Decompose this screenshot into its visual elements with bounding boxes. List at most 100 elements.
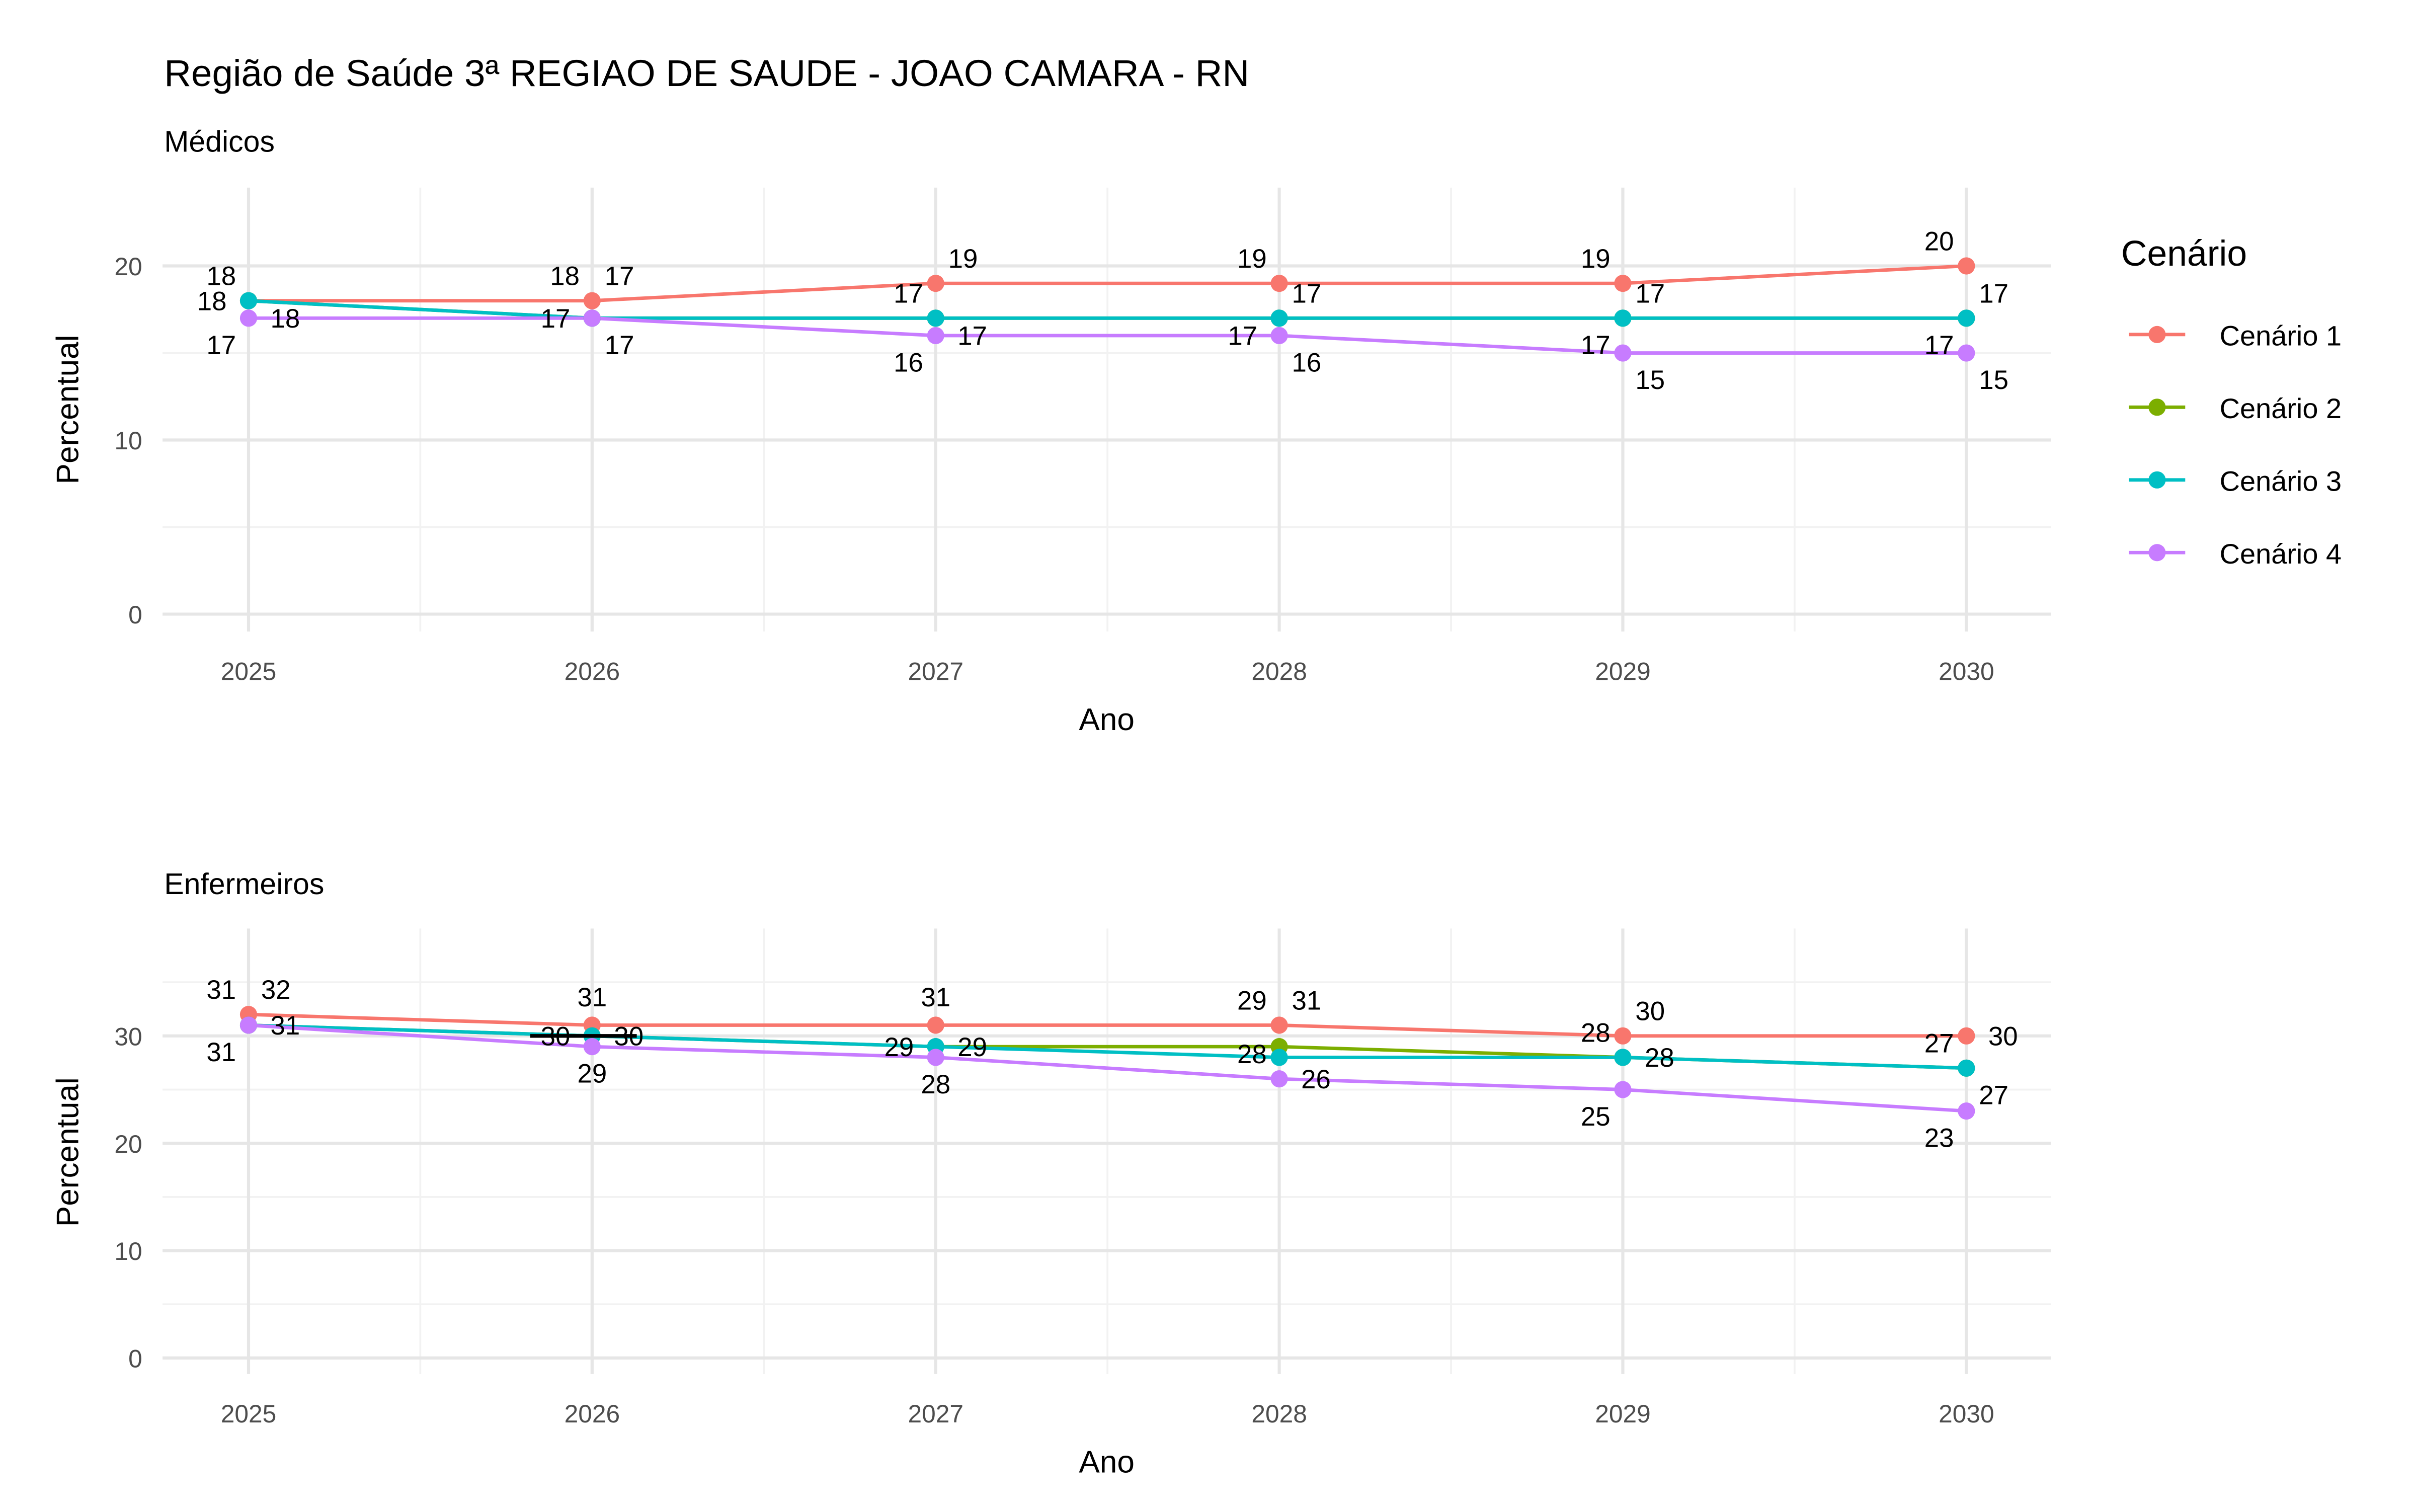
series-point-3 (1270, 1049, 1288, 1066)
x-tick-label: 2026 (565, 657, 620, 685)
data-label: 30 (614, 1021, 643, 1051)
legend-item-label: Cenário 2 (2220, 392, 2342, 424)
data-label: 17 (206, 331, 236, 360)
series-point-3 (239, 292, 258, 309)
x-axis-label: Ano (1079, 1445, 1135, 1480)
data-label: 31 (921, 983, 950, 1012)
data-label: 29 (957, 1032, 987, 1062)
data-label: 31 (1292, 986, 1321, 1015)
y-tick-label: 0 (128, 1345, 142, 1373)
data-label: 17 (1228, 322, 1257, 351)
y-tick-label: 0 (128, 601, 142, 629)
y-tick-label: 10 (114, 1237, 142, 1265)
data-label: 27 (1924, 1029, 1954, 1059)
data-label: 30 (1635, 997, 1665, 1026)
data-label: 17 (894, 279, 923, 308)
data-label: 31 (577, 983, 607, 1012)
data-label: 26 (1301, 1065, 1331, 1094)
data-label: 17 (1924, 331, 1954, 360)
series-point-3 (1958, 309, 1975, 327)
data-label: 18 (270, 304, 300, 334)
x-tick-label: 2030 (1939, 1400, 1994, 1428)
data-label: 31 (206, 1038, 236, 1067)
data-label: 17 (1581, 331, 1611, 360)
series-point-3 (1614, 309, 1632, 327)
data-label: 19 (1581, 244, 1611, 274)
series-point-1 (1958, 1027, 1975, 1045)
series-point-4 (927, 327, 944, 345)
data-label: 29 (577, 1059, 607, 1089)
legend-item-label: Cenário 3 (2220, 465, 2342, 497)
y-tick-label: 30 (114, 1022, 142, 1051)
data-label: 17 (1635, 279, 1665, 308)
series-line-4 (248, 316, 1967, 355)
y-axis-label: Percentual (50, 335, 85, 484)
data-label: 30 (1988, 1021, 2018, 1051)
legend-key-point (2148, 544, 2166, 562)
series-point-1 (1614, 275, 1632, 292)
x-tick-label: 2027 (908, 1400, 963, 1428)
x-axis-label: Ano (1079, 702, 1135, 737)
series-point-1 (1958, 257, 1975, 275)
y-tick-label: 10 (114, 427, 142, 455)
series-point-3 (927, 309, 944, 327)
data-label: 16 (894, 348, 923, 377)
series-point-4 (1614, 344, 1632, 362)
data-label: 17 (605, 262, 634, 291)
legend-key-point (2148, 326, 2166, 343)
data-label: 28 (1645, 1043, 1674, 1073)
series-line-3 (248, 299, 1967, 320)
series-line-1 (248, 1012, 1967, 1038)
series-point-4 (1958, 1102, 1975, 1120)
data-label: 25 (1581, 1102, 1611, 1132)
series-point-1 (927, 275, 944, 292)
data-label: 18 (206, 262, 236, 291)
panel-subtitle: Enfermeiros (164, 867, 324, 901)
data-label: 17 (1979, 279, 2008, 308)
series-point-4 (1270, 327, 1288, 345)
series-point-4 (1614, 1081, 1632, 1098)
series-point-4 (239, 309, 258, 327)
x-tick-label: 2028 (1251, 1400, 1307, 1428)
series-point-1 (1614, 1027, 1632, 1045)
legend-title: Cenário (2121, 233, 2247, 274)
series-point-4 (583, 309, 601, 327)
data-label: 17 (541, 304, 571, 334)
x-tick-label: 2028 (1251, 657, 1307, 685)
data-label: 17 (605, 331, 634, 360)
series-point-4 (583, 1038, 601, 1056)
series-line-1 (248, 264, 1967, 303)
data-label: 31 (270, 1011, 300, 1041)
x-tick-label: 2029 (1595, 1400, 1651, 1428)
data-label: 16 (1292, 348, 1321, 377)
x-tick-label: 2025 (221, 657, 277, 685)
data-label: 17 (957, 322, 987, 351)
data-label: 29 (884, 1032, 914, 1062)
data-label: 19 (948, 244, 978, 274)
data-label: 20 (1924, 226, 1954, 256)
data-label: 17 (1292, 279, 1321, 308)
data-label: 15 (1979, 365, 2008, 395)
series-line-4 (248, 1023, 1967, 1113)
data-label: 31 (206, 975, 236, 1005)
data-label: 23 (1924, 1124, 1954, 1153)
data-label: 27 (1979, 1080, 2008, 1110)
chart-title: Região de Saúde 3ª REGIAO DE SAUDE - JOA… (164, 52, 1249, 94)
series-point-1 (927, 1016, 944, 1034)
data-label: 18 (197, 286, 227, 316)
data-label: 28 (921, 1070, 950, 1099)
data-label: 19 (1237, 244, 1267, 274)
series-point-3 (1270, 309, 1288, 327)
legend-item-label: Cenário 4 (2220, 538, 2342, 570)
legend-item-label: Cenário 1 (2220, 320, 2342, 352)
x-tick-label: 2026 (565, 1400, 620, 1428)
y-axis-label: Percentual (50, 1077, 85, 1227)
x-tick-label: 2030 (1939, 657, 1994, 685)
series-point-4 (239, 1016, 258, 1034)
series-point-3 (1614, 1049, 1632, 1066)
series-point-4 (927, 1049, 944, 1066)
x-tick-label: 2027 (908, 657, 963, 685)
y-tick-label: 20 (114, 253, 142, 281)
